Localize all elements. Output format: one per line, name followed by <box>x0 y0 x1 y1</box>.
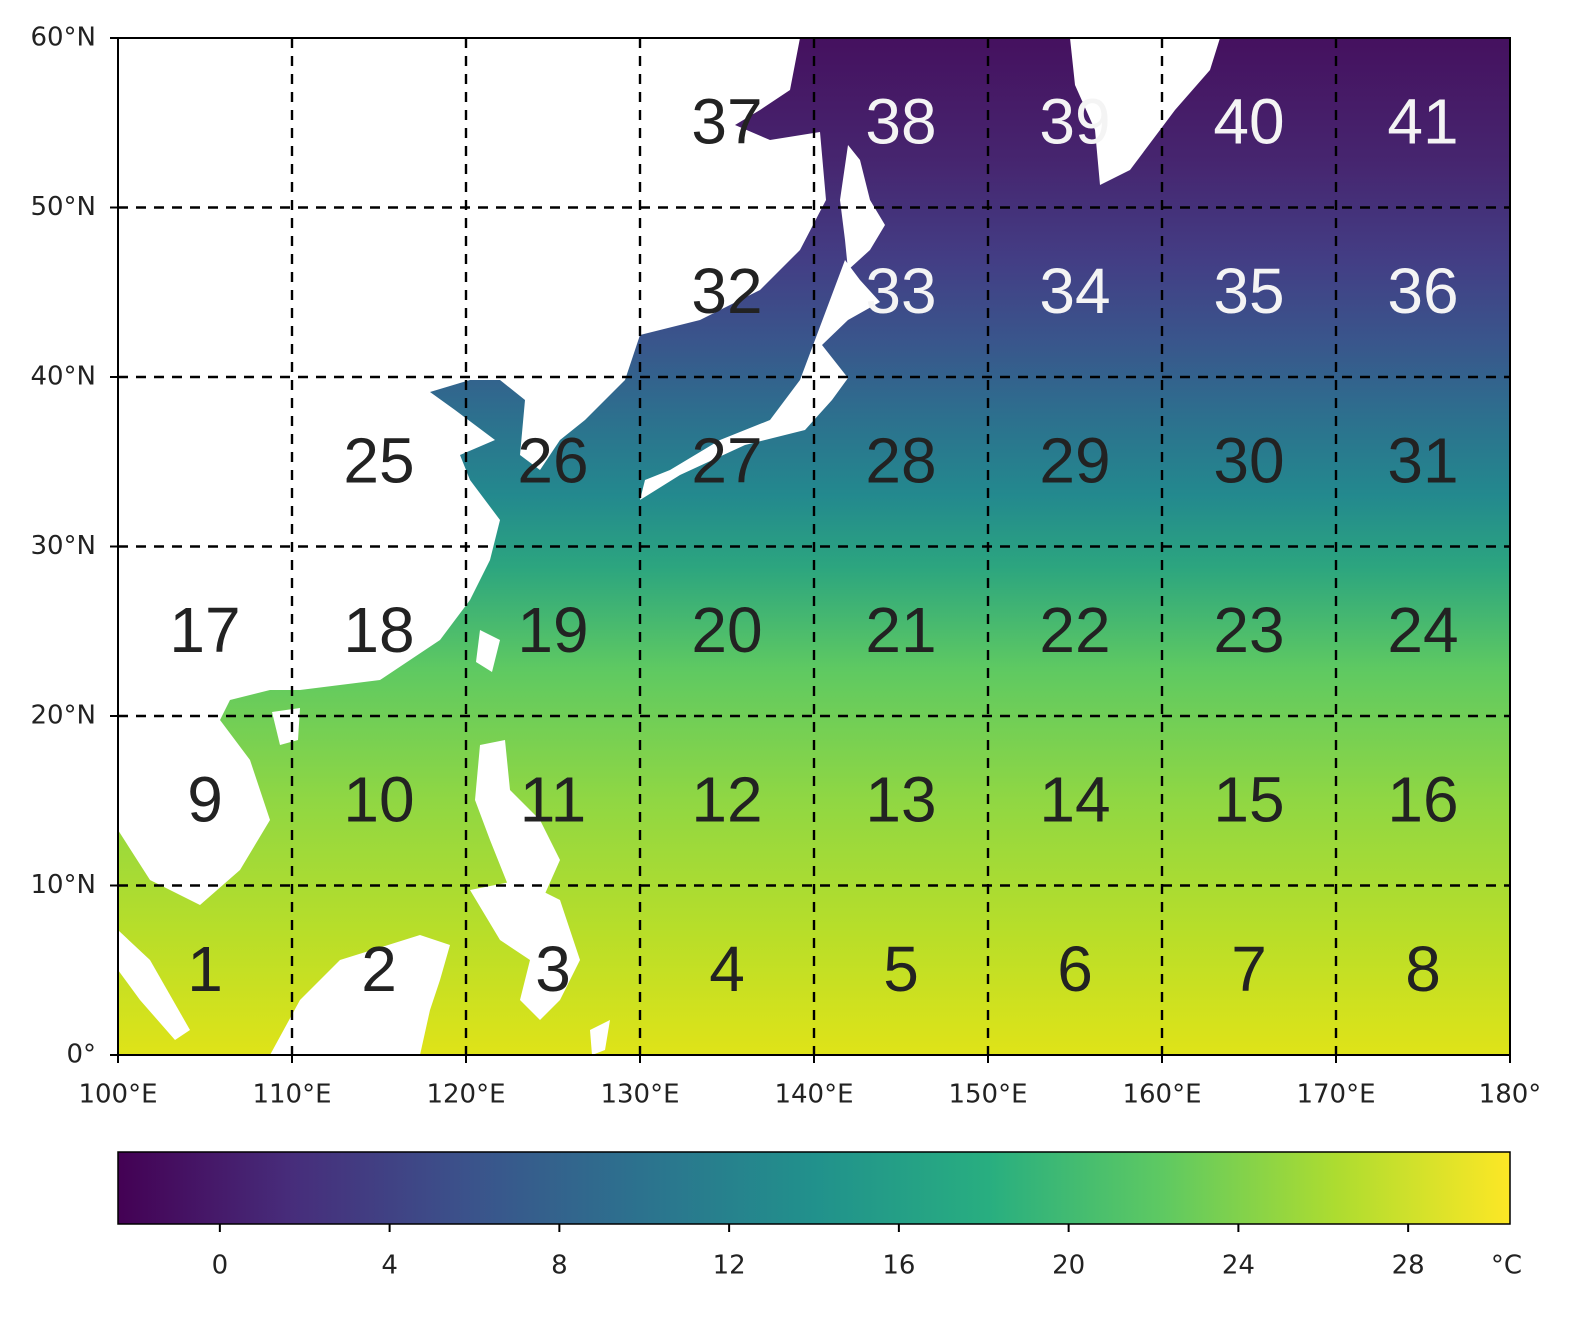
region-label: 21 <box>865 594 936 666</box>
y-tick-label: 20°N <box>30 701 96 731</box>
y-tick-label: 40°N <box>30 362 96 392</box>
x-tick-label: 100°E <box>78 1080 157 1110</box>
region-label: 3 <box>535 933 571 1005</box>
region-label: 8 <box>1405 933 1441 1005</box>
y-tick-label: 0° <box>66 1040 96 1070</box>
x-tick-label: 160°E <box>1122 1080 1201 1110</box>
region-label: 22 <box>1039 594 1110 666</box>
region-label: 32 <box>691 255 762 327</box>
colorbar-tick-label: 16 <box>882 1251 915 1281</box>
region-label: 23 <box>1213 594 1284 666</box>
y-tick-label: 60°N <box>30 23 96 53</box>
x-tick-label: 180° <box>1479 1080 1542 1110</box>
y-tick-label: 30°N <box>30 531 96 561</box>
region-label: 6 <box>1057 933 1093 1005</box>
region-label: 20 <box>691 594 762 666</box>
region-label: 35 <box>1213 255 1284 327</box>
x-tick-label: 140°E <box>774 1080 853 1110</box>
region-label: 30 <box>1213 425 1284 497</box>
region-label: 33 <box>865 255 936 327</box>
region-label: 16 <box>1387 764 1458 836</box>
region-label: 4 <box>709 933 745 1005</box>
region-label: 15 <box>1213 764 1284 836</box>
region-label: 12 <box>691 764 762 836</box>
colorbar-tick-label: 28 <box>1392 1251 1425 1281</box>
region-label: 34 <box>1039 255 1110 327</box>
region-label: 10 <box>343 764 414 836</box>
x-tick-label: 120°E <box>426 1080 505 1110</box>
x-tick-label: 150°E <box>948 1080 1027 1110</box>
region-label: 18 <box>343 594 414 666</box>
colorbar-unit: °C <box>1491 1251 1522 1281</box>
region-label: 37 <box>691 86 762 158</box>
region-label: 7 <box>1231 933 1267 1005</box>
region-label: 19 <box>517 594 588 666</box>
colorbar-tick-label: 12 <box>713 1251 746 1281</box>
colorbar <box>117 1151 1511 1225</box>
region-label: 29 <box>1039 425 1110 497</box>
region-label: 1 <box>187 933 223 1005</box>
y-tick-label: 50°N <box>30 192 96 222</box>
colorbar-tick-label: 20 <box>1052 1251 1085 1281</box>
colorbar-tick-label: 24 <box>1222 1251 1255 1281</box>
region-label: 17 <box>169 594 240 666</box>
x-tick-label: 110°E <box>252 1080 331 1110</box>
region-label: 40 <box>1213 86 1284 158</box>
x-tick-label: 130°E <box>600 1080 679 1110</box>
region-label: 41 <box>1387 86 1458 158</box>
region-label: 25 <box>343 425 414 497</box>
colorbar-tick-label: 0 <box>212 1251 229 1281</box>
region-label: 5 <box>883 933 919 1005</box>
region-label: 14 <box>1039 764 1110 836</box>
region-label: 13 <box>865 764 936 836</box>
region-label: 26 <box>517 425 588 497</box>
region-label: 11 <box>520 764 586 836</box>
colorbar-tick-label: 4 <box>381 1251 398 1281</box>
region-label: 36 <box>1387 255 1458 327</box>
region-label: 31 <box>1387 425 1458 497</box>
x-tick-label: 170°E <box>1296 1080 1375 1110</box>
region-label: 2 <box>361 933 397 1005</box>
region-label: 28 <box>865 425 936 497</box>
colorbar-tick-label: 8 <box>551 1251 568 1281</box>
region-label: 38 <box>865 86 936 158</box>
region-label: 9 <box>187 764 223 836</box>
region-label: 24 <box>1387 594 1458 666</box>
y-tick-label: 10°N <box>30 870 96 900</box>
region-label: 39 <box>1039 86 1110 158</box>
region-label: 27 <box>691 425 762 497</box>
